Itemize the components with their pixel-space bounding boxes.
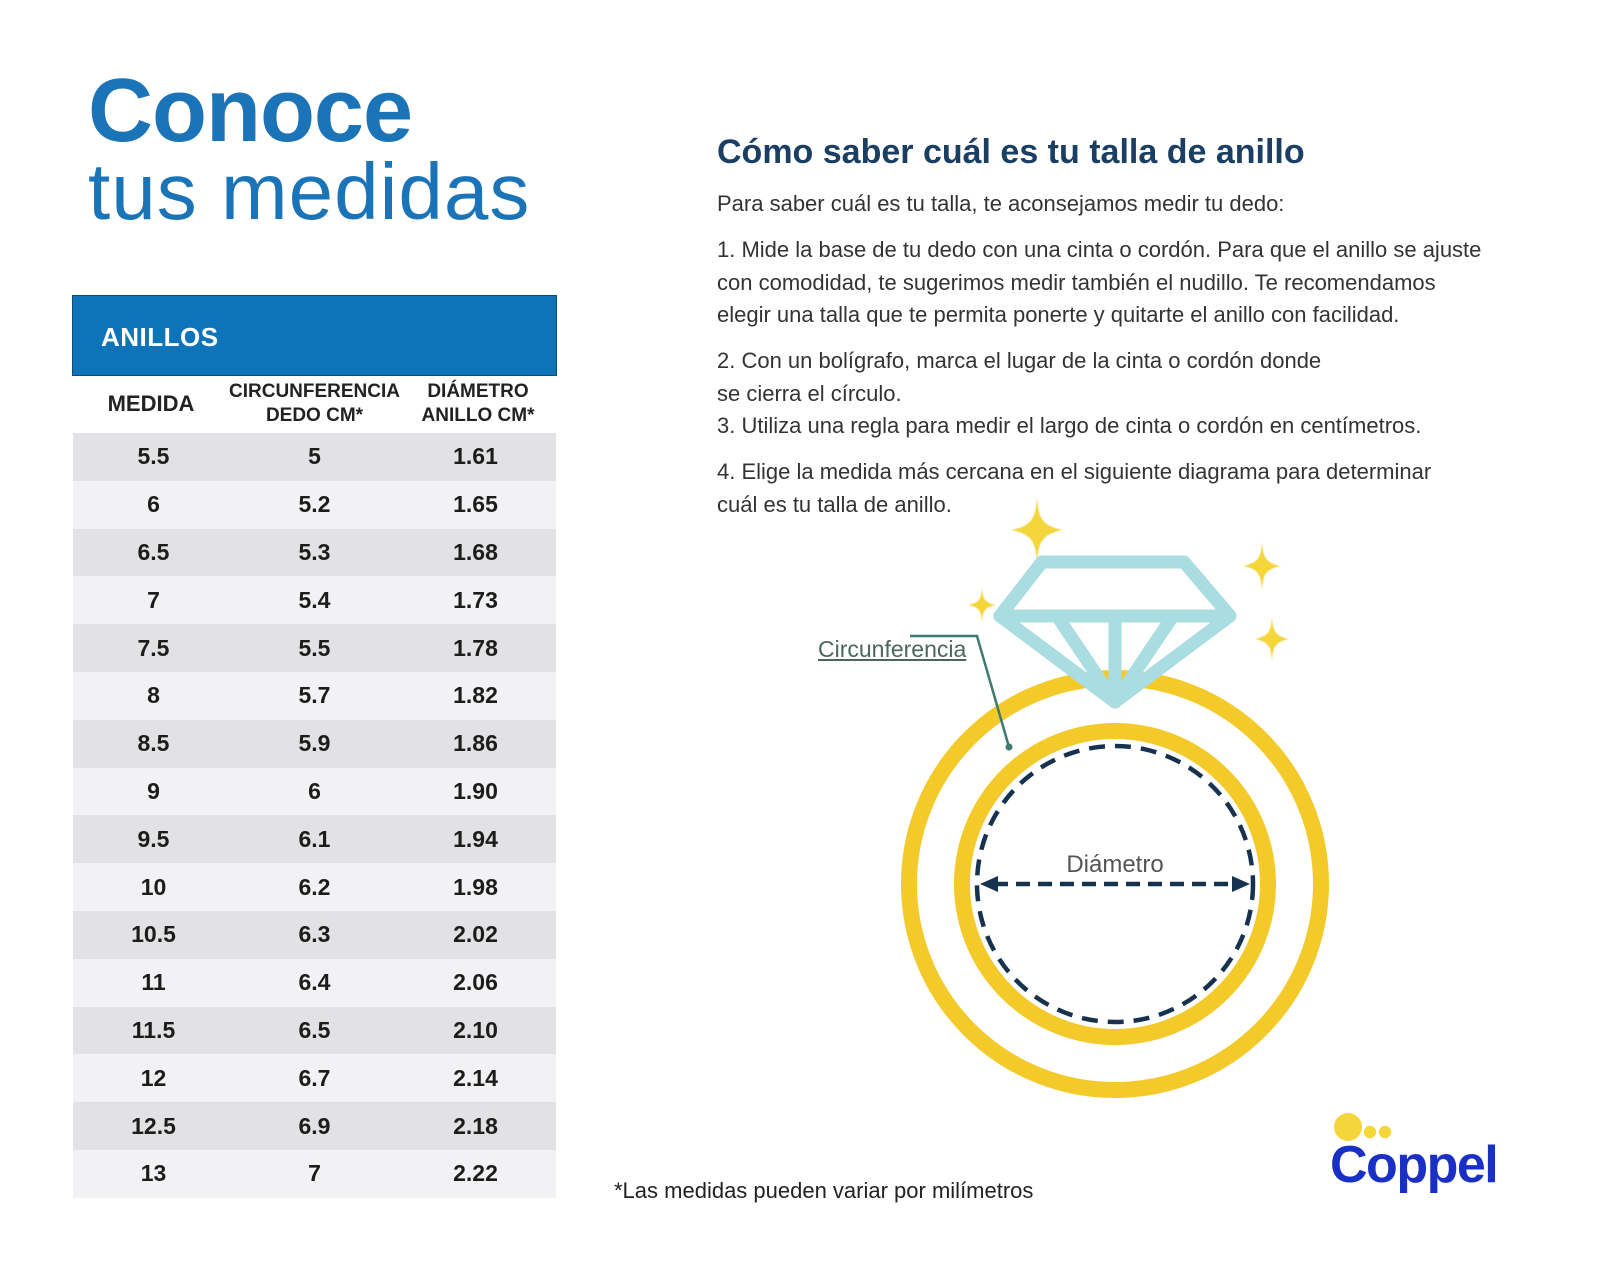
svg-text:Diámetro: Diámetro: [1066, 851, 1163, 878]
